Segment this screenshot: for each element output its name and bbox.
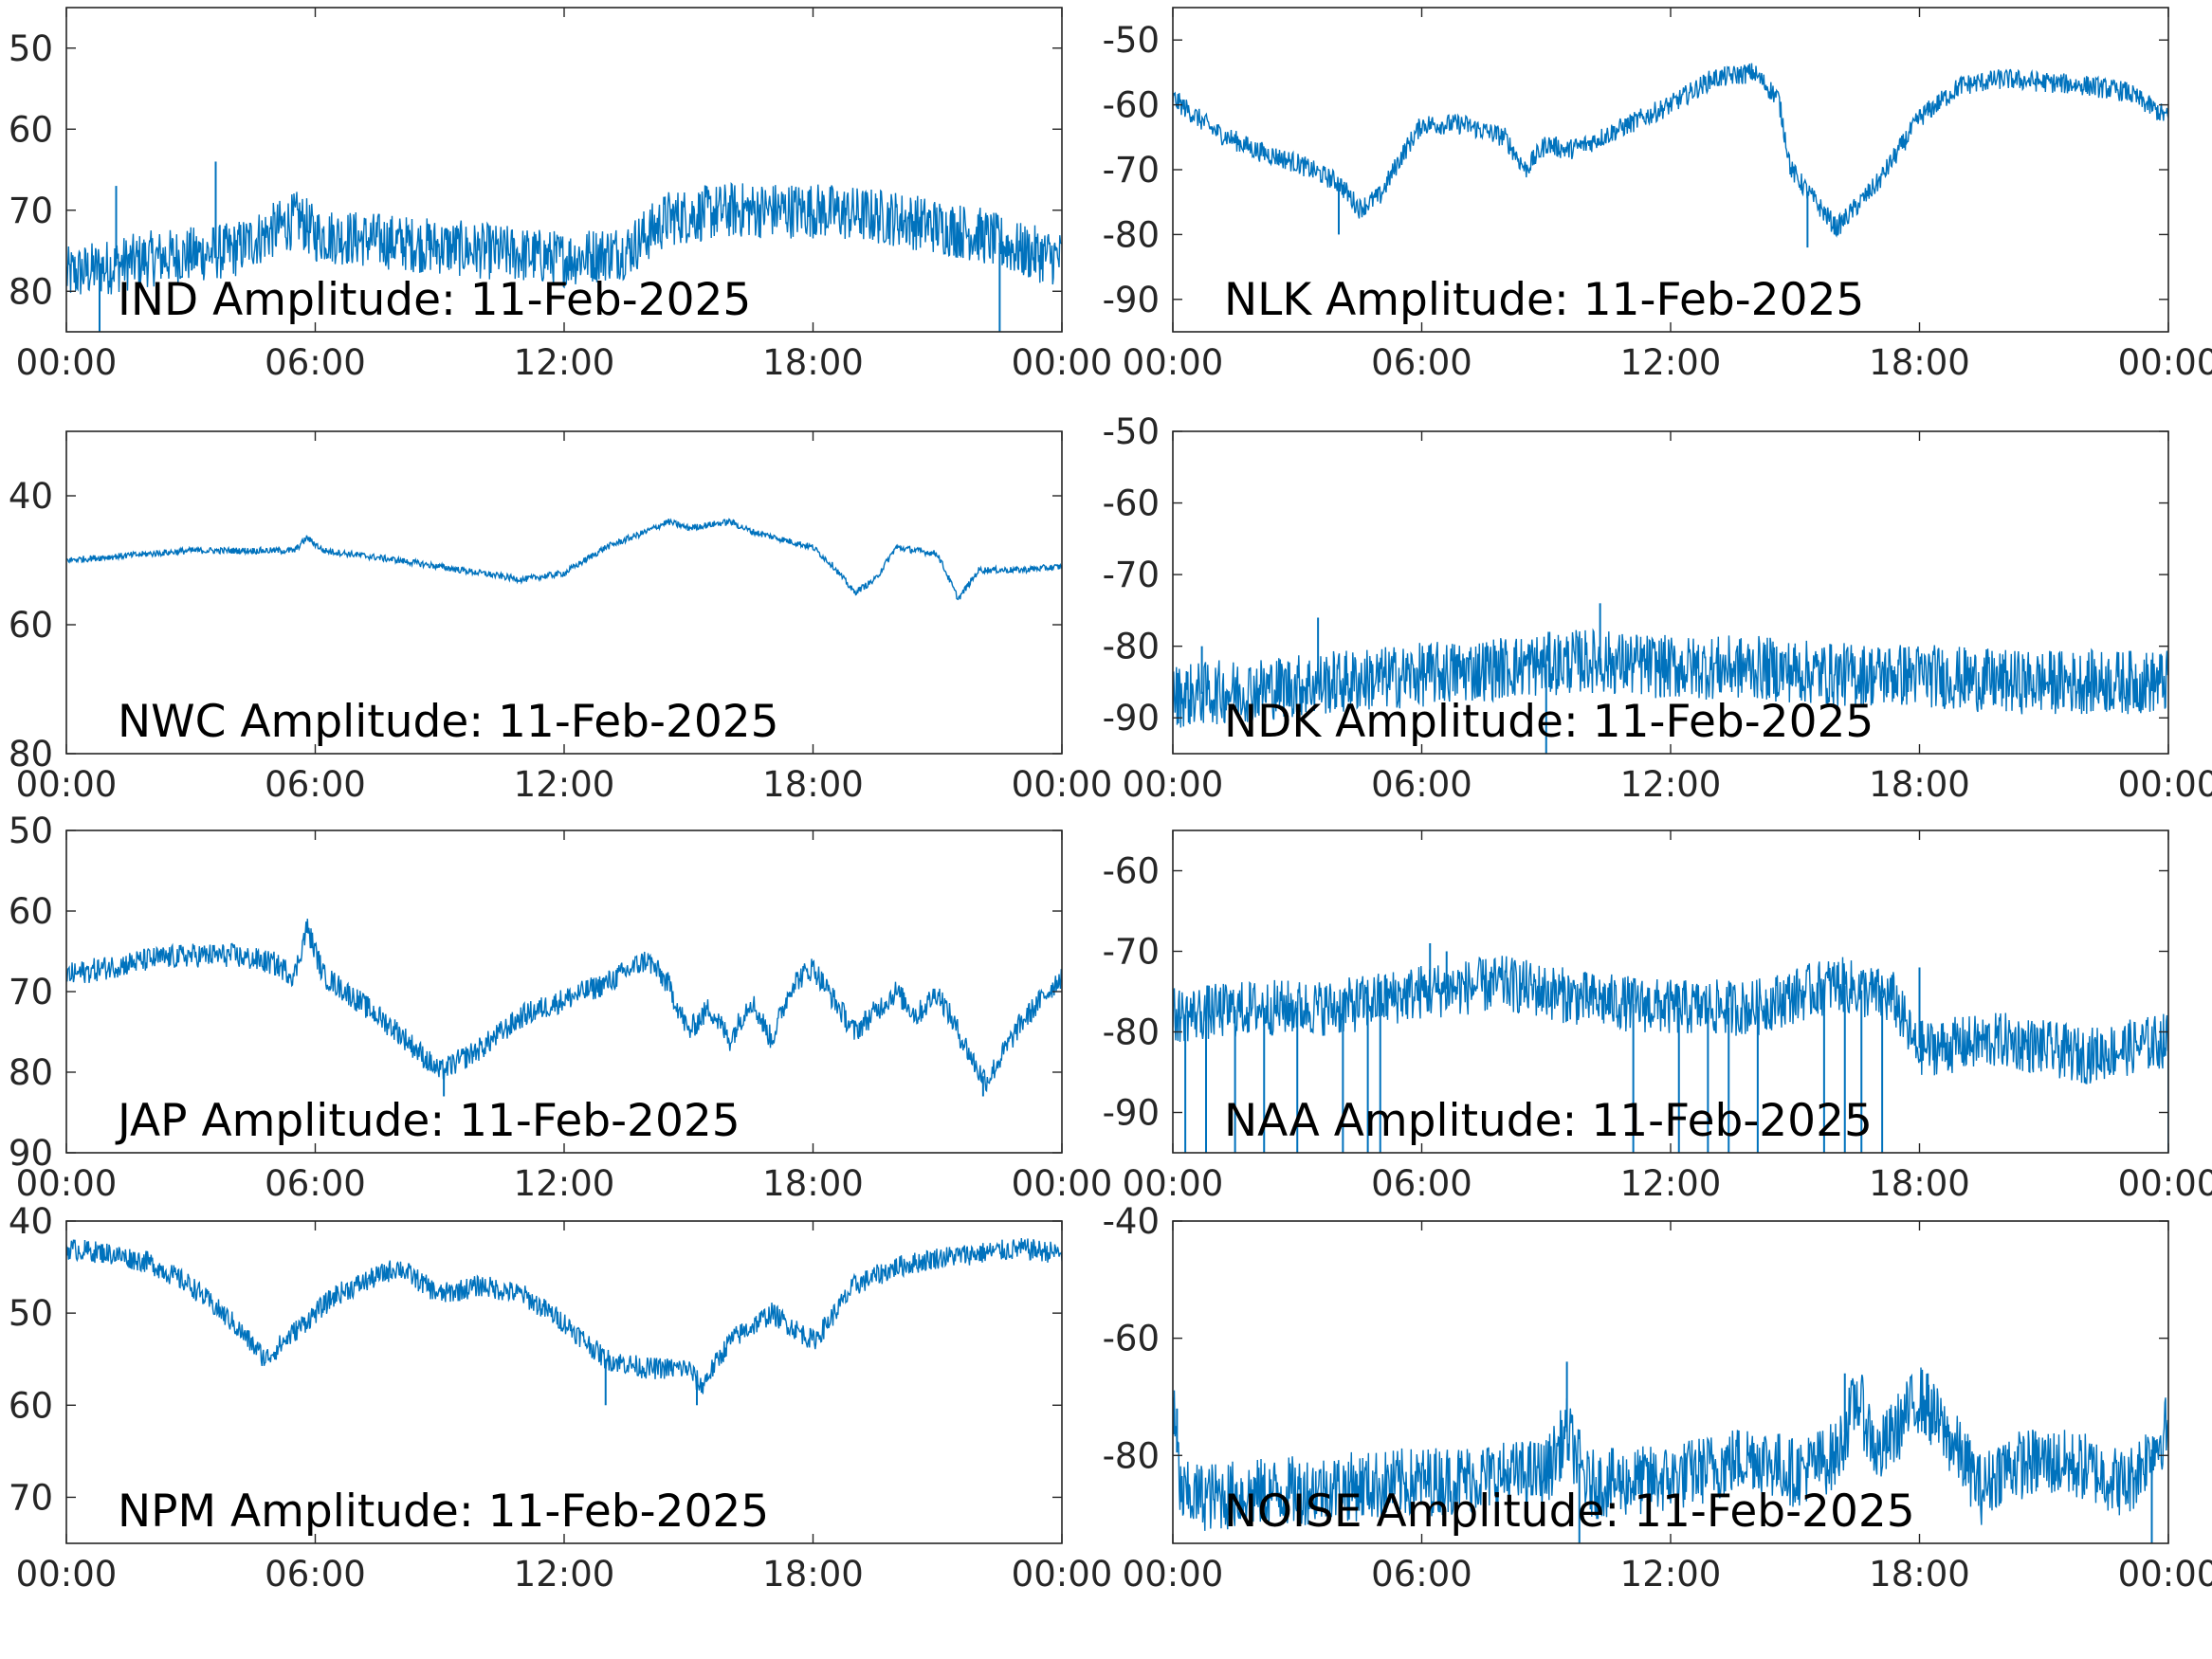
panel-naa: 00:00 06:00 12:00 18:00 00:00 -60 -70 -80 -90 NAA… xyxy=(1103,830,2212,1204)
x-tick-label: 00:00 xyxy=(1123,764,1224,805)
y-tick-label: -90 xyxy=(1103,280,1160,320)
panel-ndk: 00:00 06:00 12:00 18:00 00:00 -50 -60 -70 -80 -90… xyxy=(1103,411,2212,805)
series-line-jap xyxy=(66,919,1062,1093)
panel-title: JAP Amplitude: 11-Feb-2025 xyxy=(115,1095,740,1147)
x-tick-label: 00:00 xyxy=(16,764,118,805)
series-line-nwc xyxy=(66,518,1062,601)
y-tick-label: -80 xyxy=(1103,1435,1160,1476)
x-tick-label: 18:00 xyxy=(1869,764,1970,805)
panel-noise: 00:00 06:00 12:00 18:00 00:00 -40 -60 -80 NOISE … xyxy=(1103,1201,2212,1595)
y-tick-label: -60 xyxy=(1103,851,1160,892)
x-tick-label: 18:00 xyxy=(762,764,864,805)
y-tick-label: 60 xyxy=(9,109,53,150)
x-tick-label: 12:00 xyxy=(514,342,615,383)
y-tick-label: -90 xyxy=(1103,1093,1160,1134)
x-tick-label: 12:00 xyxy=(1620,342,1722,383)
y-tick-label: -60 xyxy=(1103,1319,1160,1359)
x-tick-label: 06:00 xyxy=(265,342,366,383)
x-tick-label: 00:00 xyxy=(1123,1163,1224,1204)
x-tick-label: 00:00 xyxy=(2118,342,2212,383)
x-tick-label: 06:00 xyxy=(1371,764,1472,805)
panel-title: NDK Amplitude: 11-Feb-2025 xyxy=(1224,696,1874,748)
x-tick-label: 06:00 xyxy=(1371,342,1472,383)
x-tick-label: 00:00 xyxy=(1012,764,1113,805)
x-tick-label: 12:00 xyxy=(1620,764,1722,805)
x-tick-label: 06:00 xyxy=(265,764,366,805)
y-tick-label: 70 xyxy=(9,1477,53,1518)
panel-nwc: 00:00 06:00 12:00 18:00 00:00 40 60 80 NWC Ampli… xyxy=(9,430,1113,805)
x-tick-label: 12:00 xyxy=(1620,1163,1722,1204)
x-tick-label: 12:00 xyxy=(514,1163,615,1204)
x-tick-label: 00:00 xyxy=(16,1554,118,1595)
series-line-naa xyxy=(1173,956,2168,1085)
panel-title: NLK Amplitude: 11-Feb-2025 xyxy=(1224,274,1864,326)
y-tick-label: -60 xyxy=(1103,85,1160,126)
y-tick-label: 90 xyxy=(9,1133,53,1174)
x-tick-label: 00:00 xyxy=(1012,1163,1113,1204)
x-tick-label: 00:00 xyxy=(1012,342,1113,383)
panel-title: NWC Amplitude: 11-Feb-2025 xyxy=(118,696,779,748)
x-tick-label: 18:00 xyxy=(1869,1163,1970,1204)
x-tick-label: 00:00 xyxy=(16,1163,118,1204)
x-tick-label: 18:00 xyxy=(762,1163,864,1204)
y-tick-label: -70 xyxy=(1103,150,1160,191)
y-tick-label: 70 xyxy=(9,972,53,1012)
y-tick-label: 80 xyxy=(9,1052,53,1093)
x-tick-label: 12:00 xyxy=(1620,1554,1722,1595)
x-tick-label: 00:00 xyxy=(2118,1163,2212,1204)
x-tick-label: 00:00 xyxy=(2118,1554,2212,1595)
y-tick-label: -60 xyxy=(1103,483,1160,524)
y-tick-label: 80 xyxy=(9,271,53,312)
x-tick-label: 18:00 xyxy=(762,1554,864,1595)
y-tick-label: -70 xyxy=(1103,555,1160,595)
panel-ind: 00:00 06:00 12:00 18:00 00:00 50 60 70 80 IND Amp… xyxy=(9,7,1113,383)
y-tick-label: -70 xyxy=(1103,932,1160,973)
x-tick-label: 06:00 xyxy=(1371,1554,1472,1595)
series-line-noise xyxy=(1173,1367,2168,1531)
y-tick-label: 60 xyxy=(9,1385,53,1426)
y-tick-label: -80 xyxy=(1103,1012,1160,1053)
x-tick-label: 00:00 xyxy=(2118,764,2212,805)
x-tick-label: 06:00 xyxy=(265,1554,366,1595)
x-tick-label: 12:00 xyxy=(514,1554,615,1595)
y-tick-label: -50 xyxy=(1103,20,1160,61)
x-tick-label: 00:00 xyxy=(16,342,118,383)
series-line-ind xyxy=(66,182,1062,295)
x-tick-label: 00:00 xyxy=(1012,1554,1113,1595)
x-tick-label: 18:00 xyxy=(1869,1554,1970,1595)
y-tick-label: 70 xyxy=(9,191,53,231)
panel-title: IND Amplitude: 11-Feb-2025 xyxy=(118,274,751,326)
y-tick-label: 40 xyxy=(9,476,53,517)
y-tick-label: 60 xyxy=(9,891,53,932)
series-line-nlk xyxy=(1173,63,2168,238)
y-tick-label: 50 xyxy=(9,28,53,69)
x-tick-label: 06:00 xyxy=(1371,1163,1472,1204)
x-tick-label: 06:00 xyxy=(265,1163,366,1204)
y-tick-label: 60 xyxy=(9,605,53,646)
panel-title: NPM Amplitude: 11-Feb-2025 xyxy=(118,1486,769,1538)
y-tick-label: -50 xyxy=(1103,411,1160,452)
y-tick-label: 40 xyxy=(9,1201,53,1242)
panel-jap: 00:00 06:00 12:00 18:00 00:00 50 60 70 80 90 JAP A… xyxy=(9,811,1112,1204)
x-tick-label: 12:00 xyxy=(514,764,615,805)
x-tick-label: 18:00 xyxy=(1869,342,1970,383)
y-tick-label: -80 xyxy=(1103,214,1160,255)
panel-npm: 00:00 06:00 12:00 18:00 00:00 40 50 60 70 NPM Amp… xyxy=(9,1201,1112,1595)
series-line-npm xyxy=(66,1237,1062,1395)
panel-title: NOISE Amplitude: 11-Feb-2025 xyxy=(1224,1486,1915,1538)
y-tick-label: -90 xyxy=(1103,698,1160,738)
y-tick-label: 80 xyxy=(9,734,53,775)
x-tick-label: 00:00 xyxy=(1123,1554,1224,1595)
x-tick-label: 18:00 xyxy=(762,342,864,383)
y-tick-label: 50 xyxy=(9,1293,53,1334)
x-tick-label: 00:00 xyxy=(1123,342,1224,383)
series-line-ndk xyxy=(1173,628,2168,728)
y-tick-label: -80 xyxy=(1103,627,1160,667)
y-tick-label: -40 xyxy=(1103,1201,1160,1242)
y-tick-label: 50 xyxy=(9,811,53,851)
panel-title: NAA Amplitude: 11-Feb-2025 xyxy=(1224,1095,1873,1147)
panel-nlk: 00:00 06:00 12:00 18:00 00:00 -50 -60 -70 -80 -90… xyxy=(1103,7,2212,383)
